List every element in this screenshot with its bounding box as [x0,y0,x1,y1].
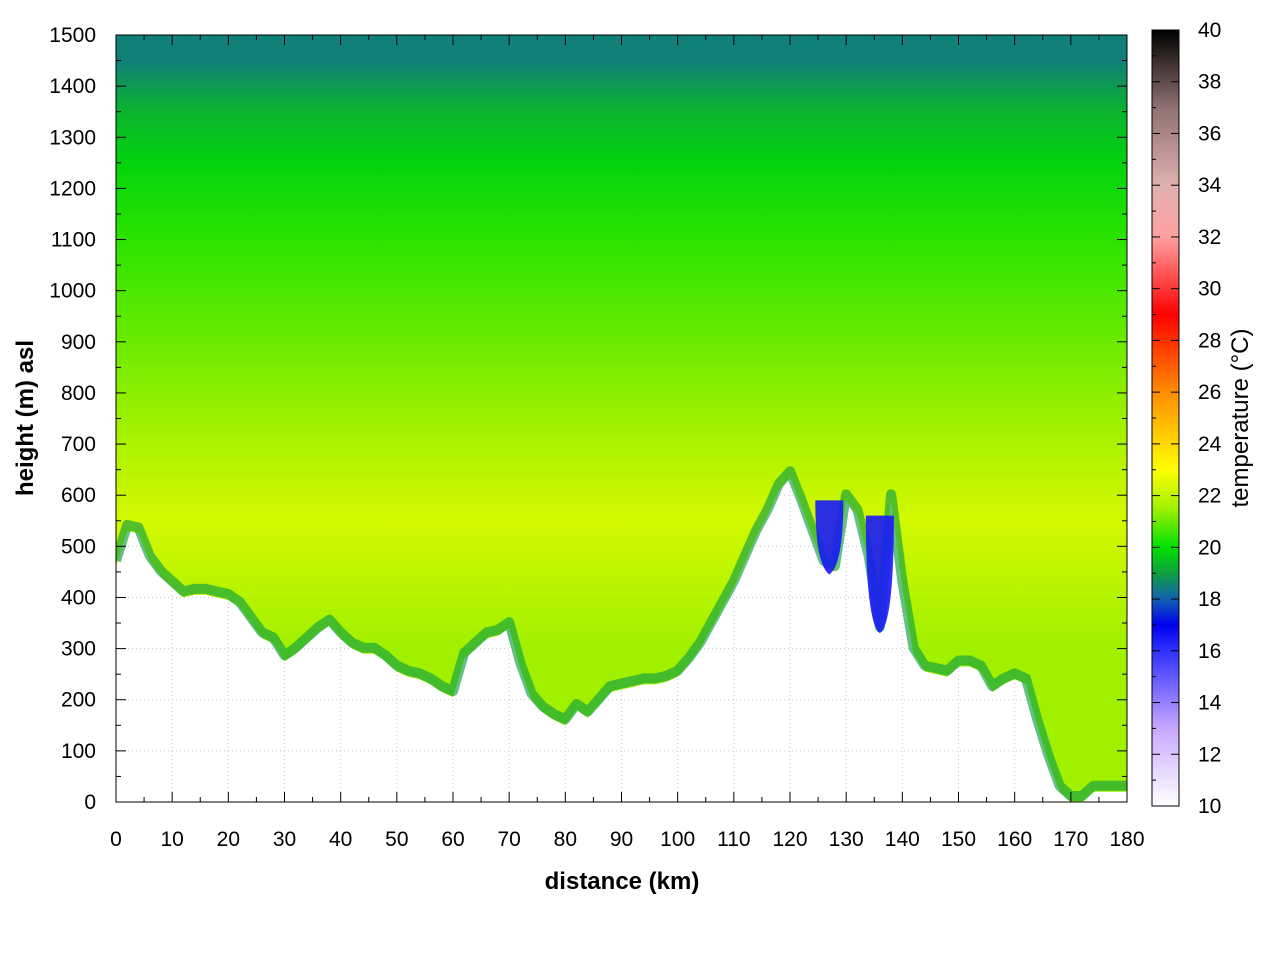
x-tick-label: 90 [610,828,633,851]
colorbar-tick-label: 28 [1198,329,1221,352]
y-tick-label: 600 [61,484,96,507]
x-tick-label: 130 [829,828,864,851]
colorbar-ticks [1152,29,1179,807]
y-tick-label: 900 [61,331,96,354]
surface-cool-band [116,466,1127,801]
colorbar-tick-label: 10 [1198,795,1221,818]
colorbar-tick-label: 14 [1198,692,1222,715]
x-tick-label: 20 [217,828,240,851]
y-tick-label: 800 [61,382,96,405]
y-tick-label: 1500 [49,24,96,47]
x-tick-label: 100 [660,828,695,851]
colorbar-title: temperature (°C) [1227,329,1254,508]
x-tick-label: 150 [941,828,976,851]
y-tick-labels: 0 100 200 300 400 500 600 700 800 900 1000 1100 1200… [49,24,96,814]
x-tick-label: 80 [554,828,577,851]
y-tick-label: 500 [61,535,96,558]
temperature-field-area [116,35,1127,802]
colorbar-tick-label: 16 [1198,640,1221,663]
y-tick-label: 1200 [49,177,96,200]
x-tick-label: 170 [1053,828,1088,851]
y-axis-title: height (m) asl [12,340,39,496]
colorbar-tick-label: 26 [1198,381,1221,404]
y-tick-label: 0 [84,791,96,814]
y-tick-label: 200 [61,689,96,712]
y-tick-label: 1300 [49,126,96,149]
x-tick-label: 160 [997,828,1032,851]
x-tick-label: 110 [717,828,750,851]
colorbar: 10 12 14 16 18 20 22 24 26 28 30 32 34 36 38 40 tempera… [1151,19,1254,818]
x-tick-label: 70 [497,828,520,851]
x-tick-label: 30 [273,828,296,851]
y-tick-label: 700 [61,433,96,456]
axis-ticks [115,34,1128,803]
colorbar-tick-label: 20 [1198,536,1221,559]
plot-area [115,34,1128,803]
x-tick-label: 140 [885,828,920,851]
y-tick-label: 400 [61,586,96,609]
y-tick-label: 300 [61,638,96,661]
y-tick-label: 1400 [49,75,96,98]
colorbar-tick-label: 38 [1198,71,1221,94]
colorbar-tick-label: 30 [1198,278,1221,301]
colorbar-tick-label: 12 [1198,743,1221,766]
x-tick-label: 60 [441,828,464,851]
colorbar-tick-label: 22 [1198,485,1221,508]
cold-pocket [815,500,844,575]
x-tick-label: 50 [385,828,408,851]
x-tick-label: 0 [110,828,122,851]
x-tick-label: 120 [772,828,807,851]
colorbar-tick-label: 40 [1198,19,1221,42]
x-tick-label: 40 [329,828,352,851]
temperature-field [116,35,1127,802]
colorbar-tick-label: 18 [1198,588,1221,611]
y-tick-label: 1100 [51,229,96,252]
x-tick-label: 10 [160,828,183,851]
x-tick-label: 180 [1109,828,1144,851]
colorbar-tick-label: 36 [1198,122,1221,145]
colorbar-tick-labels: 10 12 14 16 18 20 22 24 26 28 30 32 34 36 38 40 [1198,19,1222,818]
colorbar-tick-label: 34 [1198,174,1222,197]
y-tick-label: 100 [61,740,96,763]
cold-pocket [865,515,894,634]
colorbar-tick-label: 32 [1198,226,1221,249]
colorbar-ramp [1151,29,1180,807]
colorbar-tick-label: 24 [1198,433,1222,456]
y-tick-label: 1000 [49,280,96,303]
x-axis-title: distance (km) [545,868,700,895]
x-tick-labels: 0 10 20 30 40 50 60 70 80 90 100 110 120 130 140 150 160… [110,828,1144,851]
